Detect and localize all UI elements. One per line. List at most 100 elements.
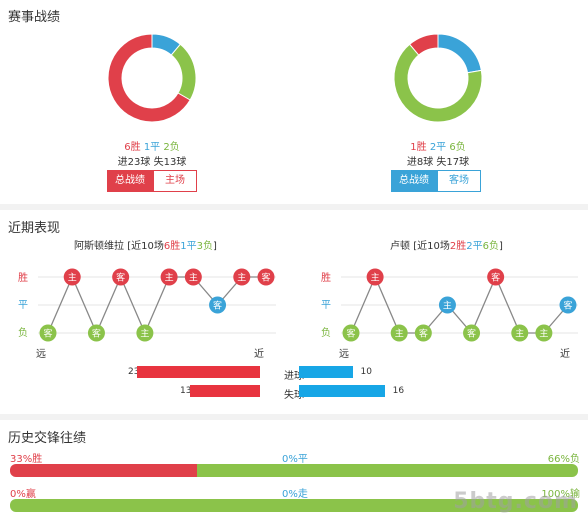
donut-draw-slice — [437, 33, 482, 74]
h2h-result-bar — [10, 464, 578, 477]
home-form-point: 主 — [136, 324, 154, 342]
away-total-record-button[interactable]: 总战绩 — [391, 170, 437, 192]
home-form-marker — [112, 268, 130, 286]
away-conceded-bar — [299, 385, 385, 397]
away-axis-draw: 平 — [321, 300, 331, 311]
home-form-point: 客 — [257, 268, 275, 286]
home-form-marker — [233, 268, 251, 286]
away-form-marker — [342, 324, 360, 342]
away-venue-label: 客 — [346, 328, 355, 340]
home-form-marker — [184, 268, 202, 286]
home-venue-label: 主 — [189, 272, 198, 284]
match-record-panel: 赛事战绩 6胜 1平 2负 进23球 失13球 总战绩 主场 1胜 2平 6负 … — [0, 0, 588, 204]
away-form-point: 客 — [463, 324, 481, 342]
home-venue-button[interactable]: 主场 — [153, 170, 197, 192]
home-form-marker — [39, 324, 57, 342]
away-venue-label: 主 — [443, 300, 452, 312]
away-form-header: 卢顿 [近10场2胜2平6负] — [390, 241, 503, 252]
away-axis-win: 胜 — [321, 273, 331, 284]
conceded-label: 失球 — [284, 390, 304, 401]
home-form-point: 主 — [63, 268, 81, 286]
home-venue-label: 主 — [165, 272, 174, 284]
away-form-marker — [535, 324, 553, 342]
away-form-marker — [414, 324, 432, 342]
home-axis-draw: 平 — [18, 300, 28, 311]
home-axis-loss: 负 — [18, 328, 28, 339]
away-form-marker — [463, 324, 481, 342]
home-form-point: 客 — [112, 268, 130, 286]
away-venue-button[interactable]: 客场 — [437, 170, 481, 192]
away-form-point: 客 — [559, 296, 577, 314]
away-form-point: 主 — [366, 268, 384, 286]
h2h-handicap-bar — [10, 499, 578, 512]
donut-win-slice — [409, 33, 439, 56]
away-form-point: 主 — [438, 296, 456, 314]
home-venue-label: 客 — [116, 272, 125, 284]
away-near-label: 近 — [560, 349, 570, 360]
home-conceded-bar — [190, 385, 260, 397]
donut-loss-slice — [393, 43, 483, 123]
away-form-marker — [438, 296, 456, 314]
h2h-win-pct: 33%胜 — [10, 454, 43, 465]
head-to-head-panel: 历史交锋往绩 33%胜 0%平 66%负 0%赢 0%走 100%输 5btg.… — [0, 420, 588, 516]
away-form-line — [350, 275, 569, 335]
away-venue-label: 客 — [563, 300, 572, 312]
away-form-point: 主 — [535, 324, 553, 342]
home-venue-label: 客 — [43, 328, 52, 340]
h2h-loss-pct: 66%负 — [547, 454, 580, 465]
home-venue-label: 客 — [261, 272, 270, 284]
home-goals-value: 23 — [128, 367, 140, 377]
section-title: 近期表现 — [8, 221, 61, 236]
home-form-marker — [63, 268, 81, 286]
h2h-win-segment — [10, 464, 198, 477]
home-far-label: 远 — [36, 349, 46, 360]
section-title: 赛事战绩 — [8, 10, 61, 25]
away-form-marker — [366, 268, 384, 286]
away-form-marker — [559, 296, 577, 314]
home-form-header: 阿斯顿维拉 [近10场6胜1平3负] — [74, 241, 217, 252]
away-form-point: 主 — [511, 324, 529, 342]
away-venue-label: 主 — [539, 328, 548, 340]
home-venue-label: 主 — [237, 272, 246, 284]
away-venue-label: 客 — [419, 328, 428, 340]
h2h-draw-pct: 0%平 — [282, 454, 308, 465]
home-form-marker — [160, 268, 178, 286]
away-goals-value: 10 — [360, 367, 372, 377]
home-form-marker — [136, 324, 154, 342]
home-tabs: 总战绩 主场 — [107, 170, 197, 192]
home-form-point: 主 — [184, 268, 202, 286]
away-goals-bar — [299, 366, 353, 378]
home-wdl: 6胜 1平 2负 — [124, 142, 180, 153]
away-goals: 进8球 失17球 — [406, 157, 470, 168]
home-goals-bar — [136, 366, 260, 378]
home-form-point: 主 — [233, 268, 251, 286]
home-form-line — [47, 275, 266, 335]
h2h-handicap-loss-segment — [10, 499, 578, 512]
away-venue-label: 主 — [371, 272, 380, 284]
away-form-point: 主 — [390, 324, 408, 342]
home-venue-label: 主 — [140, 328, 149, 340]
home-total-record-button[interactable]: 总战绩 — [107, 170, 153, 192]
watermark-logo: 5btg.com — [453, 489, 578, 514]
away-far-label: 远 — [339, 349, 349, 360]
home-axis-win: 胜 — [18, 273, 28, 284]
away-venue-label: 主 — [395, 328, 404, 340]
home-goals: 进23球 失13球 — [117, 157, 187, 168]
home-venue-label: 主 — [68, 272, 77, 284]
away-venue-label: 客 — [491, 272, 500, 284]
home-form-point: 客 — [39, 324, 57, 342]
home-record-donut — [107, 33, 197, 123]
away-form-point: 客 — [487, 268, 505, 286]
h2h-handicap-push-pct: 0%走 — [282, 489, 308, 500]
home-form-point: 客 — [87, 324, 105, 342]
home-form-point: 客 — [209, 296, 227, 314]
home-conceded-value: 13 — [180, 386, 192, 396]
away-tabs: 总战绩 客场 — [391, 170, 481, 192]
donut-loss-slice — [170, 43, 197, 101]
away-conceded-value: 16 — [392, 386, 405, 396]
away-record-donut — [393, 33, 483, 123]
home-venue-label: 客 — [213, 300, 222, 312]
away-form-marker — [390, 324, 408, 342]
h2h-handicap-win-pct: 0%赢 — [10, 489, 36, 500]
